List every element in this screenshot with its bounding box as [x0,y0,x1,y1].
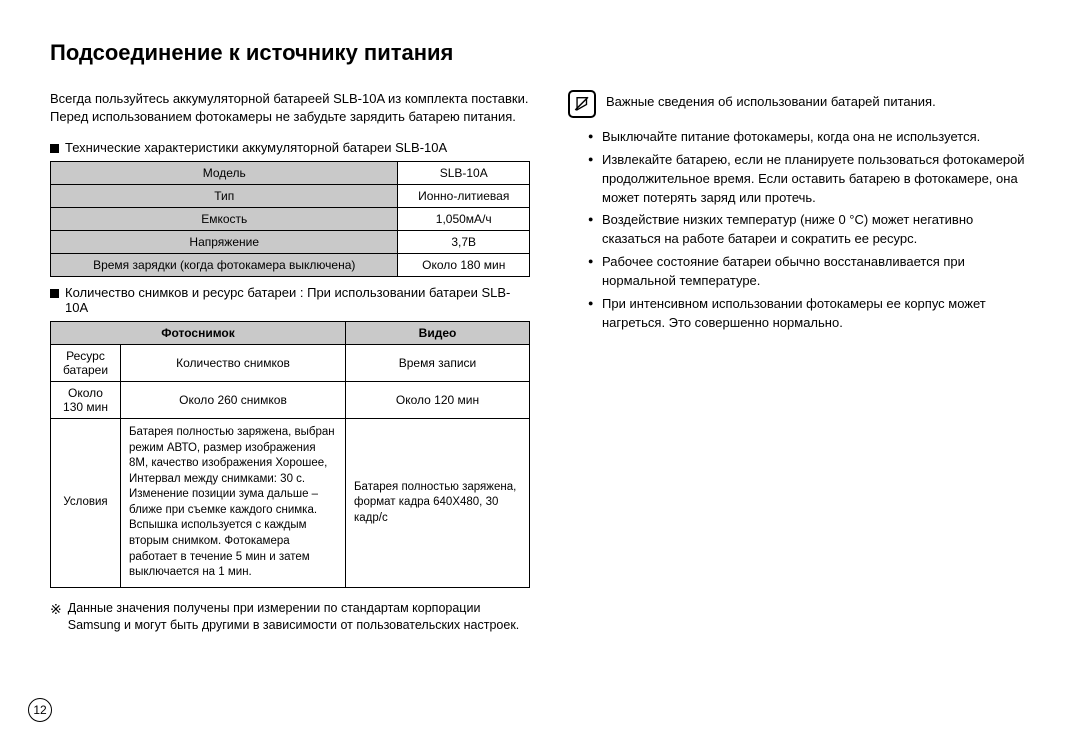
shots-table: Фотоснимок Видео Ресурс батареи Количест… [50,321,530,587]
page-title: Подсоединение к источнику питания [50,40,1030,66]
bullet-0: Выключайте питание фотокамеры, когда она… [588,128,1030,147]
spec-table: МодельSLB-10A ТипИонно-литиевая Емкость1… [50,161,530,277]
spec-k-1: Тип [51,185,398,208]
footnote: ※ Данные значения получены при измерении… [50,600,530,635]
page-number: 12 [28,698,52,722]
shots-sub3: Время записи [346,345,530,382]
spec-k-0: Модель [51,162,398,185]
spec-v-0: SLB-10A [398,162,530,185]
shots-section-label: Количество снимков и ресурс батареи : Пр… [50,285,530,315]
spec-label-text: Технические характеристики аккумуляторно… [65,140,447,155]
spec-k-2: Емкость [51,208,398,231]
bullet-list: Выключайте питание фотокамеры, когда она… [568,128,1030,332]
shots-v2: Около 260 снимков [121,382,346,419]
spec-v-3: 3,7В [398,231,530,254]
cond-label: Условия [51,419,121,587]
spec-k-3: Напряжение [51,231,398,254]
square-bullet-icon [50,144,59,153]
bullet-2: Воздействие низких температур (ниже 0 °C… [588,211,1030,249]
shots-v3: Около 120 мин [346,382,530,419]
shots-h2: Видео [346,322,530,345]
right-column: Важные сведения об использовании батарей… [568,90,1030,635]
info-note-icon [568,90,596,118]
bullet-3: Рабочее состояние батареи обычно восстан… [588,253,1030,291]
shots-v1: Около 130 мин [51,382,121,419]
cond-video: Батарея полностью заряжена, формат кадра… [346,419,530,587]
right-heading: Важные сведения об использовании батарей… [606,90,936,109]
footnote-symbol: ※ [50,600,62,635]
spec-k-4: Время зарядки (когда фотокамера выключен… [51,254,398,277]
bullet-4: При интенсивном использовании фотокамеры… [588,295,1030,333]
shots-sub1: Ресурс батареи [51,345,121,382]
spec-v-2: 1,050мА/ч [398,208,530,231]
spec-v-4: Около 180 мин [398,254,530,277]
square-bullet-icon [50,289,59,298]
intro-text: Всегда пользуйтесь аккумуляторной батаре… [50,90,530,126]
shots-label-text: Количество снимков и ресурс батареи : Пр… [65,285,530,315]
footnote-text: Данные значения получены при измерении п… [68,600,530,635]
spec-v-1: Ионно-литиевая [398,185,530,208]
spec-section-label: Технические характеристики аккумуляторно… [50,140,530,155]
bullet-1: Извлекайте батарею, если не планируете п… [588,151,1030,208]
cond-photo: Батарея полностью заряжена, выбран режим… [121,419,346,587]
left-column: Всегда пользуйтесь аккумуляторной батаре… [50,90,530,635]
shots-h1: Фотоснимок [51,322,346,345]
shots-sub2: Количество снимков [121,345,346,382]
